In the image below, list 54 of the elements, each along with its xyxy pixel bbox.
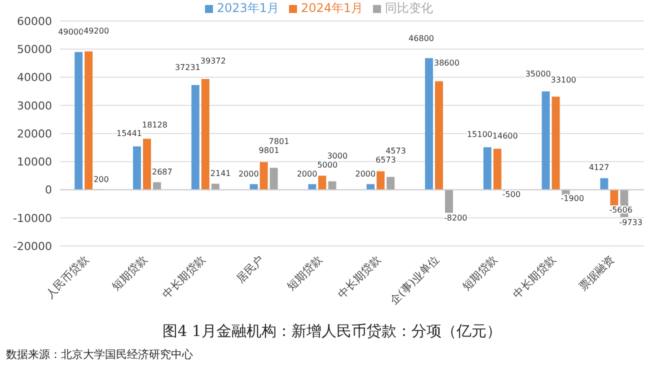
y-tick-label: -10000	[13, 212, 52, 225]
data-label: 18128	[142, 120, 168, 130]
y-tick-label: 20000	[17, 127, 52, 140]
data-label: 35000	[525, 70, 551, 79]
legend-label: 2024年1月	[301, 1, 364, 15]
data-label: 5000	[317, 160, 338, 170]
x-tick-label: 中长期贷款	[510, 252, 559, 302]
y-tick-label: -20000	[13, 240, 52, 253]
data-label: 200	[94, 174, 109, 184]
x-tick-label: 人民币贷款	[43, 252, 92, 302]
data-label: -500	[502, 190, 521, 200]
x-tick-label: 中长期贷款	[335, 252, 384, 302]
data-label: 3000	[327, 151, 348, 160]
data-label: 15100	[466, 130, 492, 139]
x-tick-label: 短期贷款	[460, 252, 500, 294]
source-note: 数据来源：北京大学国民经济研究中心	[6, 347, 194, 362]
data-label: 38600	[434, 58, 460, 68]
data-label: 6573	[376, 156, 396, 165]
data-label: 49200	[84, 26, 110, 36]
data-label: 15441	[116, 128, 142, 138]
data-label: 37231	[174, 62, 200, 72]
data-label: 46800	[408, 34, 434, 43]
data-label: 4127	[588, 163, 610, 172]
data-label: 14600	[492, 131, 518, 140]
data-label: -5606	[609, 205, 632, 214]
y-tick-label: 60000	[17, 14, 52, 28]
x-tick-label: 居民户	[234, 252, 267, 286]
y-tick-label: 0	[45, 184, 52, 197]
x-tick-label: 中长期贷款	[160, 252, 208, 302]
y-tick-label: 40000	[17, 71, 52, 84]
data-label: 4573	[386, 146, 406, 156]
y-tick-label: 10000	[17, 156, 52, 169]
x-tick-label: 票据融资	[576, 252, 617, 294]
data-label: -9733	[619, 218, 642, 227]
legend-label: 2023年1月	[216, 1, 279, 15]
data-label: 49000	[58, 27, 84, 36]
data-label: 2000	[238, 169, 259, 178]
data-label: 9801	[258, 146, 280, 155]
data-label: 2687	[152, 167, 172, 176]
y-tick-label: 50000	[17, 43, 52, 56]
legend-label: 同比变化	[385, 1, 434, 15]
y-tick-label: 30000	[17, 99, 52, 112]
data-label: -8200	[444, 213, 468, 222]
data-label: 33100	[550, 75, 576, 84]
x-tick-label: 企(事)业单位	[388, 252, 442, 308]
data-label: 2000	[355, 169, 376, 178]
data-label: 2141	[210, 169, 231, 178]
text: 图4 1月金融机构：新增人民币贷款：分项（亿元）	[162, 322, 502, 341]
data-label: 2000	[296, 169, 318, 178]
data-label: 39372	[200, 56, 226, 66]
data-label: 7801	[268, 136, 290, 146]
x-tick-label: 短期贷款	[284, 252, 325, 294]
x-tick-label: 短期贷款	[109, 252, 150, 294]
data-label: -1900	[560, 194, 584, 204]
